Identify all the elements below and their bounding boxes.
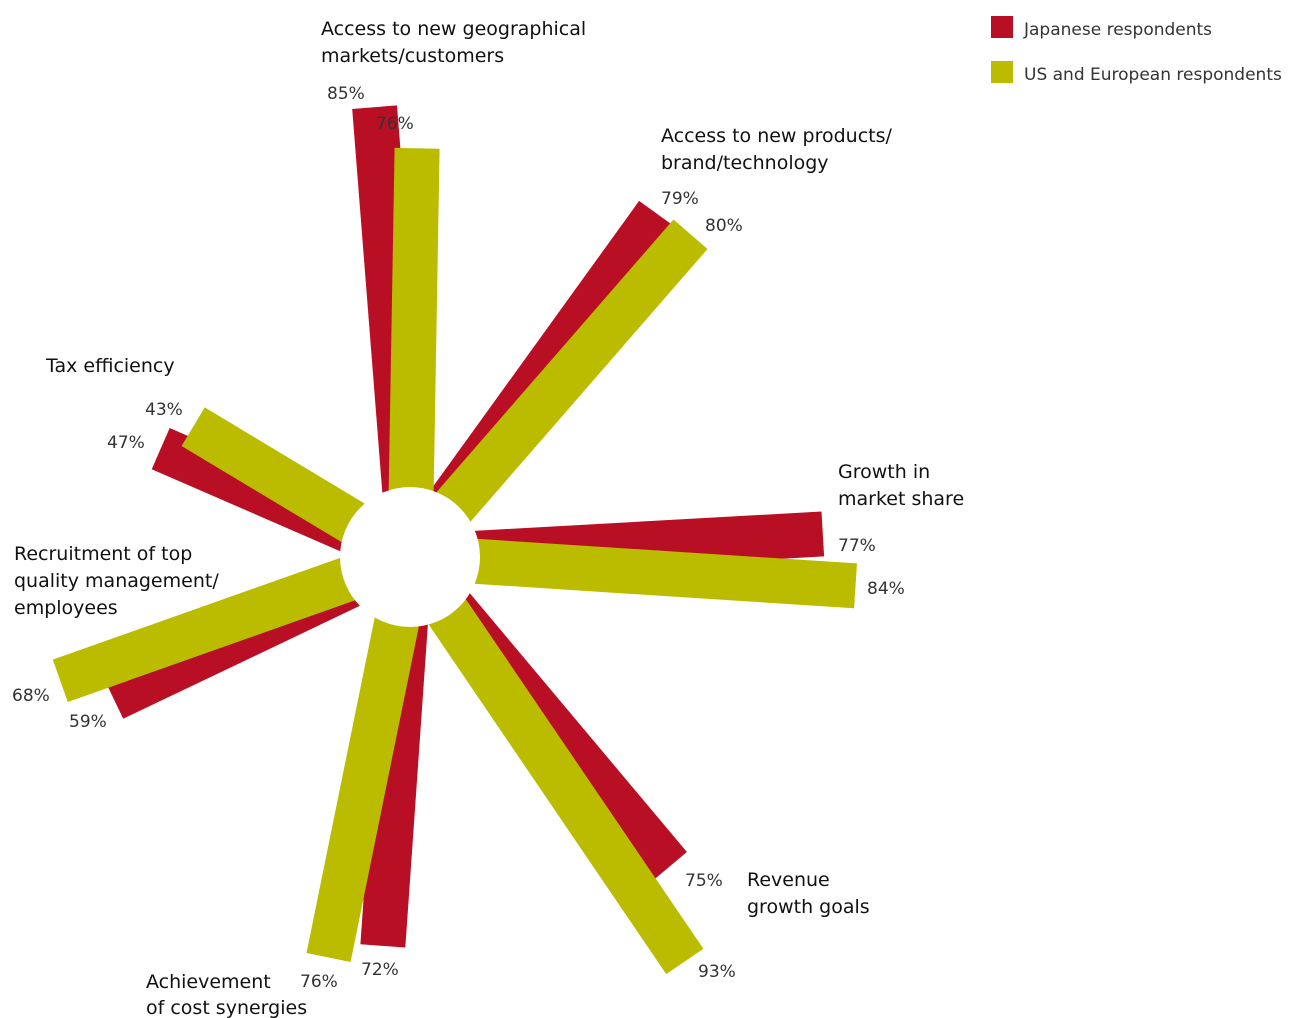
category-label-6: Tax efficiency bbox=[45, 355, 175, 377]
value-label-revenue-japanese: 75% bbox=[685, 871, 723, 891]
bar-share-useu bbox=[458, 537, 857, 609]
bar-revenue-useu bbox=[419, 585, 704, 975]
category-label-4: Achievement of cost synergies bbox=[146, 971, 307, 1018]
legend-swatch-japanese bbox=[991, 16, 1013, 38]
value-label-recruit-useu: 68% bbox=[12, 686, 50, 706]
category-label-2: Growth in market share bbox=[838, 461, 964, 510]
bars-group bbox=[52, 105, 857, 975]
bar-cost-useu bbox=[306, 601, 423, 962]
value-label-recruit-japanese: 59% bbox=[69, 712, 107, 732]
category-label-5: Recruitment of top quality management/ e… bbox=[14, 543, 225, 619]
bar-tax-useu bbox=[181, 407, 379, 551]
bar-cost-japanese bbox=[360, 605, 429, 948]
value-label-cost-japanese: 72% bbox=[361, 960, 399, 980]
value-label-geo-useu: 76% bbox=[376, 114, 414, 134]
value-label-tax-japanese: 47% bbox=[107, 433, 145, 453]
bar-products-useu bbox=[425, 219, 708, 534]
legend: Japanese respondents US and European res… bbox=[991, 16, 1282, 85]
category-label-3: Revenue growth goals bbox=[747, 869, 870, 918]
bar-geo-useu bbox=[388, 147, 440, 508]
legend-label-japanese: Japanese respondents bbox=[1023, 20, 1212, 40]
legend-swatch-useu bbox=[991, 61, 1013, 83]
value-label-share-japanese: 77% bbox=[838, 536, 876, 556]
category-label-1: Access to new products/ brand/technology bbox=[661, 125, 898, 174]
value-label-cost-useu: 76% bbox=[300, 972, 338, 992]
bar-recruit-useu bbox=[52, 552, 371, 702]
value-label-products-japanese: 79% bbox=[661, 189, 699, 209]
value-label-revenue-useu: 93% bbox=[698, 962, 736, 982]
center-hole bbox=[340, 487, 480, 627]
category-label-0: Access to new geographical markets/custo… bbox=[321, 18, 592, 67]
value-label-geo-japanese: 85% bbox=[327, 84, 365, 104]
value-label-products-useu: 80% bbox=[705, 216, 743, 236]
value-label-tax-useu: 43% bbox=[145, 400, 183, 420]
legend-label-useu: US and European respondents bbox=[1024, 65, 1282, 85]
value-label-share-useu: 84% bbox=[867, 579, 905, 599]
